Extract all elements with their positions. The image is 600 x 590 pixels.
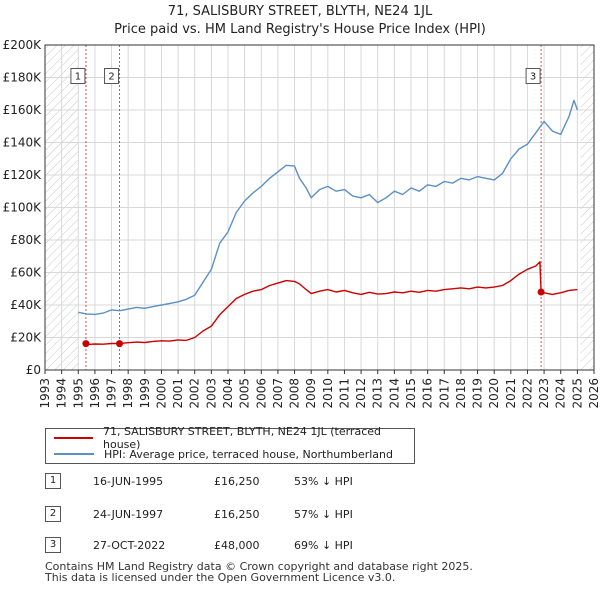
y-tick-label: £100K — [3, 201, 43, 215]
x-tick-label: 2000 — [154, 378, 168, 409]
sale-marker-box — [104, 68, 120, 84]
x-tick-label: 1999 — [138, 378, 152, 409]
x-tick-label: 2004 — [221, 378, 235, 409]
x-tick-label: 2013 — [371, 378, 385, 409]
x-tick-label: 2011 — [337, 378, 351, 409]
chart-title: 71, SALISBURY STREET, BLYTH, NE24 1JL Pr… — [0, 3, 600, 39]
x-tick-label: 2003 — [204, 378, 218, 409]
sale-price: £16,250 — [214, 474, 260, 488]
x-tick-label: 2012 — [354, 378, 368, 409]
sale-number-badge: 3 — [45, 537, 61, 553]
y-tick-label: £20K — [10, 331, 42, 345]
sale-hpi-diff: 53% ↓ HPI — [294, 474, 353, 488]
sale-number-badge: 1 — [45, 473, 61, 489]
y-tick-label: £0 — [26, 363, 41, 377]
legend-item-price-paid: 71, SALISBURY STREET, BLYTH, NE24 1JL (t… — [54, 425, 414, 451]
x-tick-label: 1997 — [105, 378, 119, 409]
sale-date: 27-OCT-2022 — [93, 538, 166, 552]
x-tick-label: 2005 — [238, 378, 252, 409]
x-tick-label: 2009 — [304, 378, 318, 409]
x-tick-label: 2014 — [387, 378, 401, 409]
chart-area: 1 2 3 £0 £20K £40K £60K £80K £100K £120K £140K £16… — [3, 38, 600, 409]
chart-title-line2: Price paid vs. HM Land Registry's House … — [114, 22, 486, 37]
x-tick-label: 2015 — [404, 378, 418, 409]
legend-label-hpi: HPI: Average price, terraced house, Nort… — [104, 447, 393, 461]
x-tick-label: 2026 — [587, 378, 600, 409]
footer-line2: This data is licensed under the Open Gov… — [45, 571, 396, 584]
x-tick-label: 2025 — [570, 378, 584, 409]
sale-marker-box — [525, 68, 541, 84]
footer: Contains HM Land Registry data © Crown c… — [45, 561, 473, 583]
x-tick-label: 2017 — [437, 378, 451, 409]
footer-line1: Contains HM Land Registry data © Crown c… — [45, 560, 473, 573]
sale-marker-label: 2 — [108, 72, 114, 83]
x-tick-label: 2022 — [520, 378, 534, 409]
legend: 71, SALISBURY STREET, BLYTH, NE24 1JL (t… — [45, 425, 415, 464]
sale-row: 1 16-JUN-1995 £16,250 53% ↓ HPI — [45, 472, 384, 490]
x-tick-label: 2010 — [321, 378, 335, 409]
x-tick-label: 2023 — [537, 378, 551, 409]
sale-price: £48,000 — [214, 538, 260, 552]
x-tick-label: 2019 — [471, 378, 485, 409]
y-tick-label: £40K — [10, 298, 42, 312]
x-tick-label: 2021 — [504, 378, 518, 409]
price-paid-line — [85, 261, 578, 345]
sale-row: 2 24-JUN-1997 £16,250 57% ↓ HPI — [45, 505, 384, 523]
x-tick-label: 2020 — [487, 378, 501, 409]
legend-item-hpi: HPI: Average price, terraced house, Nort… — [54, 446, 393, 462]
x-tick-label: 2006 — [254, 378, 268, 409]
sale-row: 3 27-OCT-2022 £48,000 69% ↓ HPI — [45, 536, 384, 554]
y-tick-label: £180K — [3, 71, 43, 85]
legend-swatch-hpi — [54, 453, 94, 455]
y-tick-label: £200K — [3, 38, 43, 52]
sale-price: £16,250 — [214, 507, 260, 521]
legend-swatch-price-paid — [54, 437, 93, 439]
sale-date: 16-JUN-1995 — [93, 474, 164, 488]
x-tick-label: 2016 — [421, 378, 435, 409]
sale-marker-label: 3 — [530, 72, 536, 83]
x-tick-label: 2002 — [188, 378, 202, 409]
x-tick-label: 1995 — [71, 378, 85, 409]
x-tick-label: 1994 — [55, 378, 69, 409]
hpi-line — [78, 99, 579, 316]
sale-marker-box — [70, 68, 86, 84]
x-tick-label: 1996 — [88, 378, 102, 409]
legend-label-price-paid: 71, SALISBURY STREET, BLYTH, NE24 1JL (t… — [103, 425, 381, 451]
x-tick-label: 1998 — [121, 378, 135, 409]
y-tick-label: £160K — [3, 103, 43, 117]
y-tick-label: £120K — [3, 168, 43, 182]
y-tick-label: £80K — [10, 233, 42, 247]
sale-point — [116, 340, 124, 348]
plot-frame — [44, 44, 595, 371]
x-tick-label: 1993 — [38, 378, 52, 409]
x-tick-label: 2007 — [271, 378, 285, 409]
x-tick-label: 2001 — [171, 378, 185, 409]
sale-point — [537, 288, 545, 296]
x-tick-label: 2018 — [454, 378, 468, 409]
sale-marker-label: 1 — [75, 72, 81, 83]
x-tick-label: 2008 — [288, 378, 302, 409]
sale-point — [82, 340, 90, 348]
sale-date: 24-JUN-1997 — [93, 507, 164, 521]
sale-hpi-diff: 69% ↓ HPI — [294, 538, 353, 552]
sale-number-badge: 2 — [45, 506, 61, 522]
y-tick-label: £60K — [10, 266, 42, 280]
chart-title-line1: 71, SALISBURY STREET, BLYTH, NE24 1JL — [167, 4, 433, 19]
x-tick-label: 2024 — [554, 378, 568, 409]
sale-hpi-diff: 57% ↓ HPI — [294, 507, 353, 521]
y-tick-label: £140K — [3, 136, 43, 150]
